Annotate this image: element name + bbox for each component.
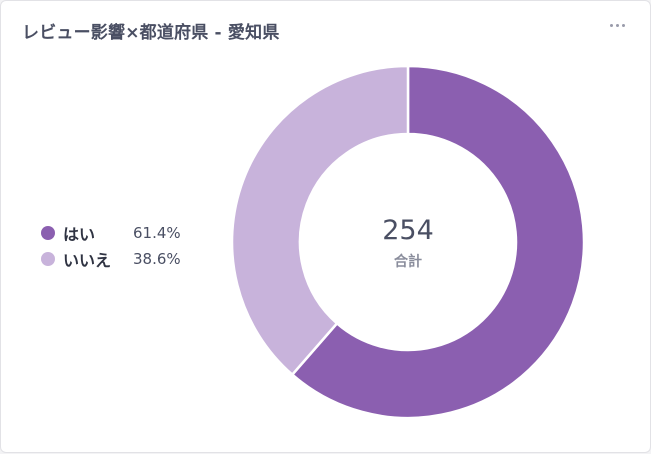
legend-item-hai[interactable]: はい 61.4%	[41, 220, 181, 246]
chart-legend: はい 61.4% いいえ 38.6%	[41, 220, 181, 272]
legend-swatch	[41, 226, 55, 240]
more-options-icon[interactable]	[606, 15, 628, 35]
legend-item-iie[interactable]: いいえ 38.6%	[41, 246, 181, 272]
legend-swatch	[41, 252, 55, 266]
legend-percent: 38.6%	[133, 250, 181, 268]
total-label: 合計	[394, 254, 422, 270]
donut-slice-1[interactable]	[230, 64, 410, 377]
legend-label: はい	[63, 225, 96, 244]
chart-title: レビュー影響×都道府県 - 愛知県	[22, 23, 280, 43]
donut-slice-0[interactable]	[290, 64, 586, 420]
legend-percent: 61.4%	[133, 224, 181, 242]
legend-label: いいえ	[63, 251, 112, 270]
total-value: 254	[382, 215, 434, 246]
